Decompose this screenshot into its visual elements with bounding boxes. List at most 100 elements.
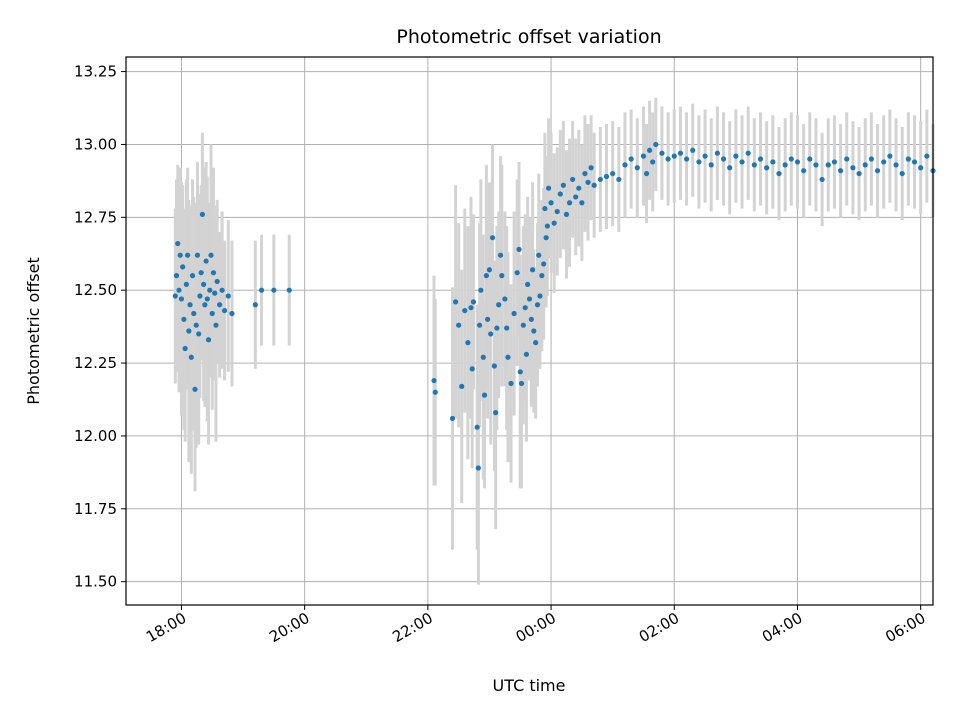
data-point xyxy=(208,252,214,258)
data-point xyxy=(893,162,899,168)
data-point xyxy=(504,325,510,331)
data-point xyxy=(474,424,480,430)
data-point xyxy=(739,159,745,165)
data-point xyxy=(514,270,520,276)
data-point xyxy=(579,200,585,206)
data-point xyxy=(505,354,511,360)
data-points xyxy=(172,141,936,471)
data-point xyxy=(794,159,801,165)
data-point xyxy=(286,287,292,293)
data-point xyxy=(899,170,905,177)
data-point xyxy=(493,410,499,416)
data-point xyxy=(188,354,194,360)
data-point xyxy=(650,159,656,165)
data-point xyxy=(486,267,493,273)
data-point xyxy=(622,162,628,168)
data-point xyxy=(432,389,438,395)
data-point xyxy=(182,345,188,352)
data-point xyxy=(522,305,528,311)
data-point xyxy=(518,380,525,387)
data-point xyxy=(475,465,481,471)
data-point xyxy=(696,159,702,165)
data-point xyxy=(850,165,856,171)
data-point xyxy=(653,141,659,148)
data-point xyxy=(183,281,189,287)
data-point xyxy=(905,156,911,162)
data-point xyxy=(537,293,543,299)
data-point xyxy=(782,162,788,168)
data-point xyxy=(733,153,739,159)
data-point xyxy=(212,290,218,296)
data-point xyxy=(634,165,640,171)
data-point xyxy=(209,310,215,317)
y-tick-label: 12.25 xyxy=(74,354,117,372)
data-point xyxy=(531,328,537,334)
data-point xyxy=(478,287,484,293)
data-point xyxy=(659,150,665,156)
data-point xyxy=(178,296,185,302)
x-axis-label: UTC time xyxy=(493,676,566,695)
data-point xyxy=(520,322,526,328)
data-point xyxy=(181,316,187,322)
y-axis-ticks: 11.50 11.75 12.00 12.25 12.50 12.75 13.00 13.25 xyxy=(74,63,126,591)
data-point xyxy=(213,322,219,328)
data-point xyxy=(544,223,550,229)
data-point xyxy=(573,194,579,200)
data-point xyxy=(431,377,437,384)
y-tick-label: 12.00 xyxy=(74,427,117,445)
data-point xyxy=(194,252,201,258)
data-point xyxy=(727,165,733,171)
data-point xyxy=(459,383,465,389)
data-point xyxy=(776,170,782,177)
data-point xyxy=(887,153,893,159)
data-point xyxy=(202,302,208,308)
data-point xyxy=(449,415,456,422)
y-tick-label: 13.00 xyxy=(74,135,117,153)
data-point xyxy=(588,165,594,171)
data-point xyxy=(526,296,533,302)
data-point xyxy=(271,287,277,293)
data-point xyxy=(591,182,597,188)
data-point xyxy=(499,273,505,279)
data-point xyxy=(196,331,202,337)
data-point xyxy=(192,386,198,392)
data-point xyxy=(219,287,225,293)
data-point xyxy=(548,200,554,206)
data-point xyxy=(862,162,868,168)
data-point xyxy=(205,337,212,343)
data-point xyxy=(539,273,545,279)
data-point xyxy=(708,162,714,168)
data-point xyxy=(597,176,603,183)
data-point xyxy=(677,150,684,156)
data-point xyxy=(770,159,776,165)
data-point xyxy=(197,293,203,299)
data-point xyxy=(225,293,231,299)
data-point xyxy=(191,310,197,317)
data-point xyxy=(757,156,764,162)
data-point xyxy=(207,287,213,293)
data-point xyxy=(525,281,531,287)
data-point xyxy=(714,150,720,156)
data-point xyxy=(868,156,874,162)
data-point xyxy=(551,220,557,226)
data-point xyxy=(528,316,534,322)
data-point xyxy=(214,278,220,285)
data-point xyxy=(221,307,228,314)
data-point xyxy=(480,354,486,360)
data-point xyxy=(470,299,477,305)
data-point xyxy=(210,270,217,276)
data-point xyxy=(489,235,496,241)
data-point xyxy=(462,307,468,314)
data-point xyxy=(541,261,547,267)
data-point xyxy=(180,264,186,270)
data-point xyxy=(690,147,696,153)
data-point xyxy=(481,392,488,398)
data-point xyxy=(497,252,504,258)
data-point xyxy=(665,156,671,162)
data-point xyxy=(496,302,502,308)
data-point xyxy=(647,147,653,153)
data-point xyxy=(516,246,522,252)
data-point xyxy=(837,168,844,174)
data-point xyxy=(911,159,918,165)
data-point xyxy=(465,340,471,346)
